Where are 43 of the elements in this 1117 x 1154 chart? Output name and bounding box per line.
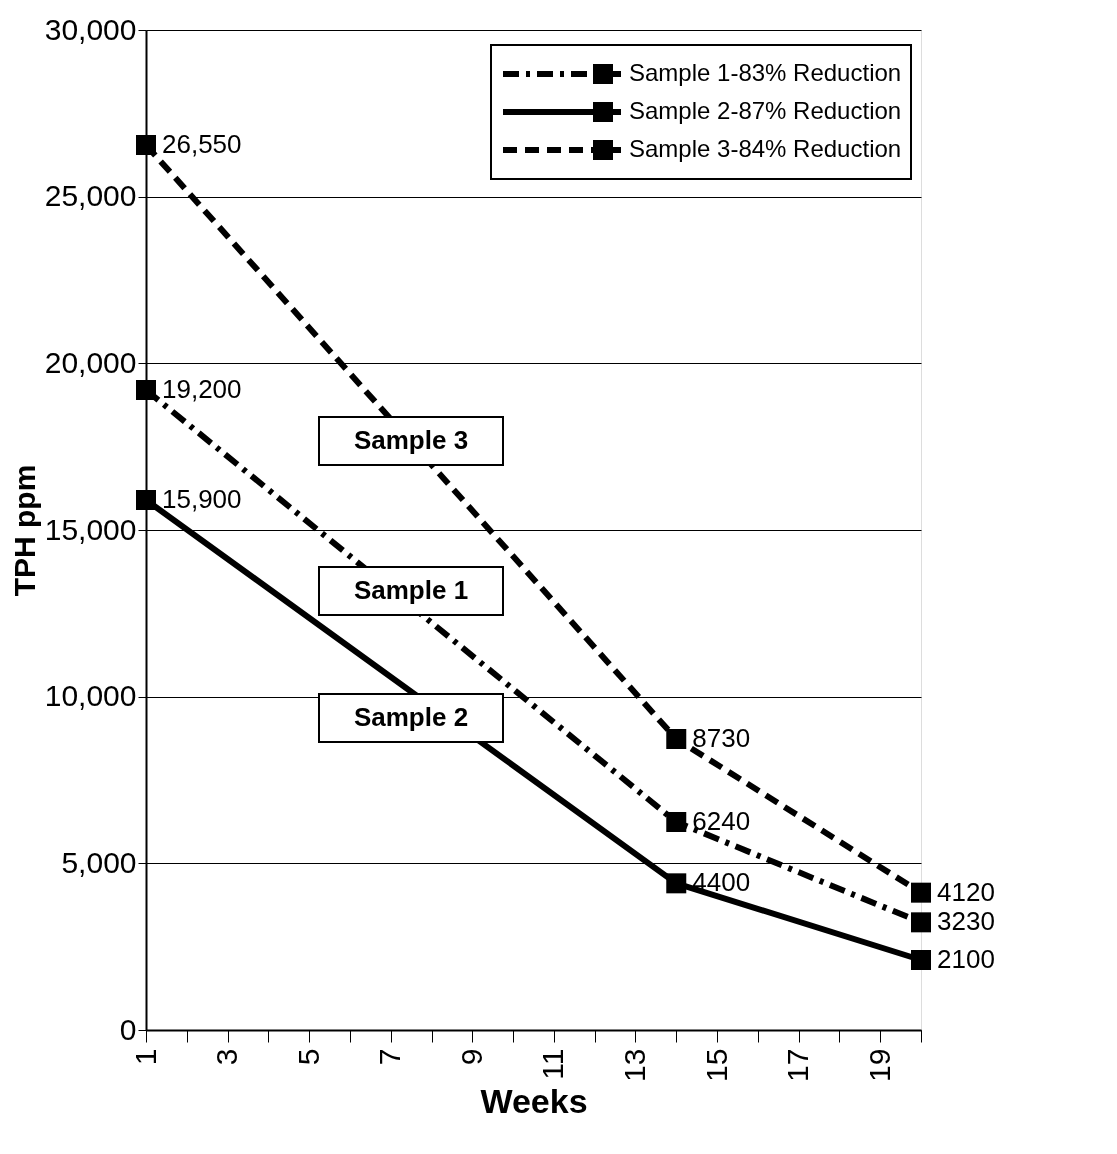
point (136, 135, 156, 155)
data-label: 4120 (937, 876, 995, 907)
y-tick-label: 30,000 (44, 12, 137, 46)
x-tick-label: 13 (617, 1048, 651, 1082)
point (911, 882, 931, 903)
legend-label: Sample 2-87% Reduction (629, 97, 902, 124)
data-label: 8730 (692, 723, 751, 753)
x-tick-label: 3 (210, 1048, 244, 1066)
data-label: 6240 (692, 806, 751, 836)
data-label: 4400 (692, 867, 751, 898)
x-axis-title: Weeks (480, 1081, 588, 1120)
data-label: 15,900 (162, 484, 242, 514)
data-label: 19,200 (162, 374, 242, 404)
point (911, 950, 931, 970)
annotation: Sample 2 (353, 702, 469, 732)
y-tick-label: 0 (119, 1012, 137, 1046)
data-label: 3230 (937, 906, 995, 937)
x-tick-label: 5 (291, 1048, 325, 1066)
x-tick-label: 19 (862, 1048, 896, 1082)
point (666, 729, 687, 749)
x-tick-label: 11 (536, 1048, 570, 1080)
x-tick-label: 15 (699, 1048, 733, 1082)
point (136, 490, 156, 510)
x-tick-label: 17 (781, 1048, 815, 1082)
point (136, 380, 156, 400)
y-axis-title: TPH ppm (7, 464, 41, 597)
y-tick-label: 10,000 (44, 679, 137, 713)
annotation: Sample 1 (353, 575, 469, 605)
y-tick-label: 5,000 (61, 845, 137, 879)
y-tick-label: 20,000 (44, 345, 137, 379)
point (911, 912, 931, 933)
x-tick-label: 7 (373, 1048, 407, 1066)
annotation: Sample 3 (353, 425, 469, 455)
legend-label: Sample 1-83% Reduction (629, 59, 902, 86)
x-tick-label: 9 (454, 1048, 488, 1066)
data-label: 26,550 (162, 129, 242, 159)
y-tick-label: 25,000 (44, 179, 137, 213)
data-label: 2100 (937, 944, 995, 974)
y-tick-label: 15,000 (44, 512, 137, 546)
point (666, 812, 687, 832)
legend-label: Sample 3-84% Reduction (629, 135, 902, 162)
point (666, 873, 687, 894)
x-tick-label: 1 (128, 1048, 162, 1066)
